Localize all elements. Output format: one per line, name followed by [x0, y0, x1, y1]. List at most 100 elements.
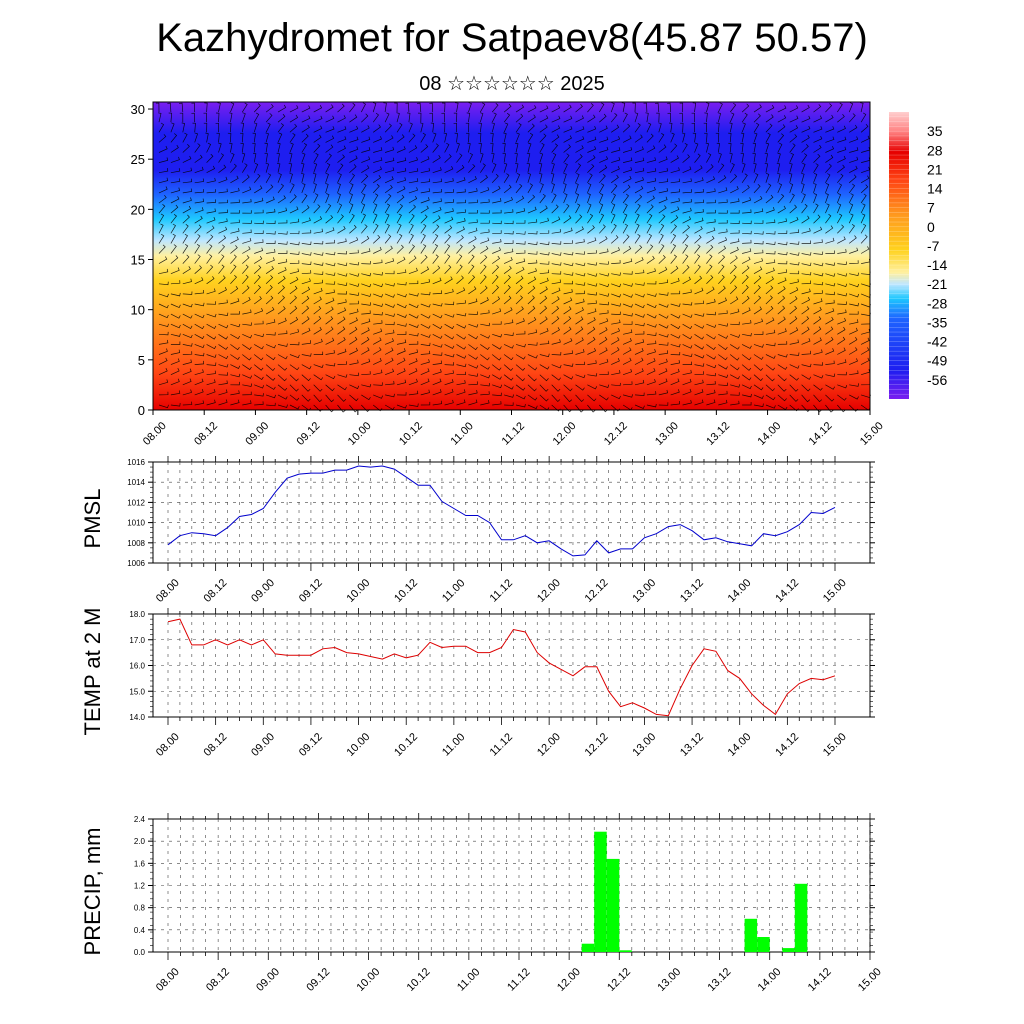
wind-barb: [420, 313, 431, 319]
wind-barb: [420, 378, 430, 386]
wind-barb: [765, 374, 775, 382]
wind-barb: [479, 102, 486, 113]
wind-barb: [360, 213, 366, 224]
wind-barb: [587, 404, 596, 413]
wind-barb: [467, 142, 471, 153]
wind-barb: [599, 273, 610, 277]
wind-barb: [420, 291, 431, 296]
wind-barb: [789, 125, 799, 133]
wind-barb: [789, 261, 800, 266]
wind-barb: [456, 254, 463, 264]
wind-barb: [218, 354, 229, 360]
wind-barb: [337, 154, 346, 163]
wind-barb: [801, 215, 810, 224]
wind-barb: [432, 333, 443, 339]
wind-barb: [301, 162, 305, 173]
wind-barb: [504, 220, 514, 225]
wind-barb: [325, 262, 336, 267]
wind-barb: [813, 126, 823, 133]
wind-barb: [277, 172, 282, 183]
wind-barb: [848, 224, 855, 234]
x-tick-label: 10.00: [354, 966, 382, 994]
wind-barb: [694, 188, 704, 194]
wind-barb: [444, 301, 455, 306]
wind-barb: [182, 205, 192, 214]
wind-barb: [789, 296, 798, 305]
wind-barb: [253, 274, 261, 285]
wind-barb: [313, 374, 324, 381]
wind-barb: [206, 225, 215, 234]
wind-barb: [218, 209, 228, 214]
wind-barb: [801, 316, 810, 325]
wind-barb: [575, 290, 585, 295]
wind-barb: [718, 310, 728, 315]
wind-barb: [491, 152, 495, 163]
wind-barb: [408, 223, 414, 234]
wind-barb: [753, 231, 764, 235]
wind-barb: [492, 247, 501, 254]
wind-barb: [491, 354, 502, 361]
wind-barb: [658, 342, 669, 346]
wind-barb: [575, 262, 586, 267]
wind-barb: [503, 374, 514, 381]
wind-barb: [587, 203, 592, 214]
wind-barb: [325, 126, 335, 133]
wind-barb: [622, 193, 629, 204]
wind-barb: [825, 183, 830, 194]
wind-barb: [289, 218, 300, 224]
wind-barb: [408, 255, 417, 264]
wind-barb: [587, 103, 594, 113]
y-tick-label: 0.0: [134, 948, 146, 957]
wind-barb: [289, 276, 299, 285]
wind-barb: [277, 123, 284, 133]
wind-barb: [468, 163, 476, 173]
wind-barb: [468, 199, 478, 204]
wind-barb: [825, 173, 831, 183]
wind-barb: [777, 328, 787, 335]
wind-barb: [194, 224, 202, 234]
wind-barb: [480, 237, 490, 244]
wind-barb: [465, 122, 470, 133]
wind-barb: [170, 368, 180, 376]
wind-barb: [240, 122, 245, 133]
wind-barb: [646, 204, 654, 214]
wind-barb: [349, 237, 359, 244]
wind-barb: [575, 145, 584, 153]
wind-barb: [682, 369, 692, 376]
wind-barb: [253, 285, 261, 295]
y-tick-label: 2.0: [134, 837, 146, 846]
wind-barb: [837, 359, 847, 365]
wind-barb: [373, 328, 383, 335]
wind-barb: [801, 203, 808, 214]
wind-barb: [432, 344, 443, 348]
wind-barb: [480, 274, 487, 285]
wind-barb: [158, 293, 169, 298]
wind-barb: [396, 379, 407, 386]
wind-barb: [623, 394, 633, 398]
wind-barb: [456, 199, 466, 204]
wind-barb: [789, 143, 796, 153]
wind-barb: [396, 256, 406, 264]
wind-barb: [170, 303, 181, 309]
wind-barb: [611, 358, 620, 365]
wind-barb: [551, 364, 562, 369]
precip-bar: [594, 831, 607, 952]
wind-barb: [777, 277, 787, 285]
wind-barb: [182, 155, 192, 163]
wind-barb: [242, 309, 252, 315]
wind-barb: [643, 102, 648, 113]
wind-barb: [849, 358, 858, 365]
wind-barb: [384, 368, 395, 376]
wind-barb: [599, 224, 606, 234]
wind-barb: [432, 188, 443, 194]
wind-barb: [634, 404, 645, 409]
wind-barb: [182, 254, 190, 264]
wind-barb: [503, 344, 514, 349]
wind-barb: [325, 203, 332, 214]
wind-barb: [679, 102, 684, 113]
wind-barb: [361, 310, 371, 315]
wind-barb: [658, 333, 669, 338]
wind-barb: [777, 394, 787, 402]
wind-barb: [396, 213, 402, 224]
wind-barb: [254, 320, 264, 325]
